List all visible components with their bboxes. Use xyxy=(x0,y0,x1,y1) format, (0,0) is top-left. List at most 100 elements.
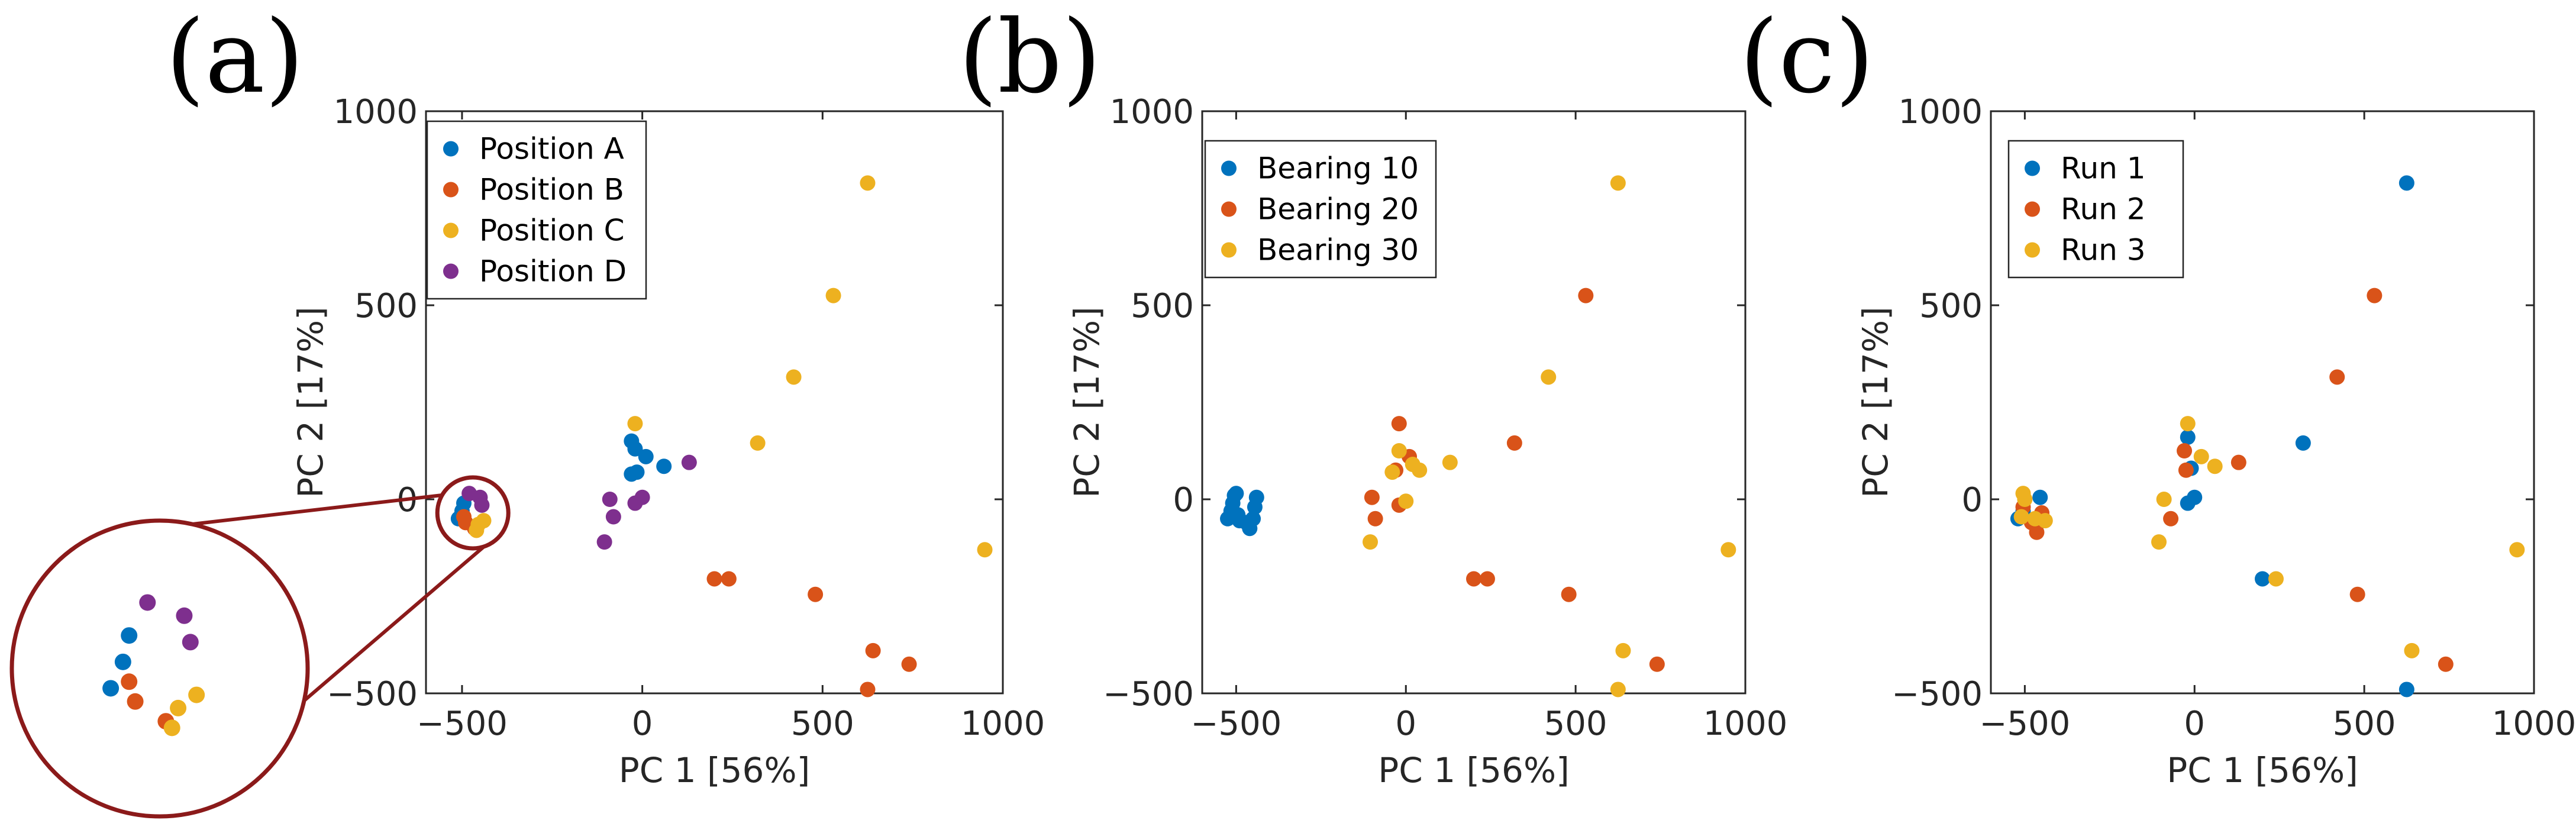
data-point xyxy=(2230,454,2246,470)
data-point xyxy=(2329,369,2345,385)
y-tick-label: 1000 xyxy=(1109,93,1194,131)
panel-label-b: (b) xyxy=(958,0,1101,116)
legend-label: Position A xyxy=(479,132,624,166)
data-point xyxy=(627,416,643,432)
data-point xyxy=(681,454,697,470)
x-axis-title: PC 1 [56%] xyxy=(1378,750,1569,790)
data-point xyxy=(656,458,672,474)
zoom-inset xyxy=(9,475,511,819)
data-point xyxy=(634,489,650,505)
data-point xyxy=(1412,462,1428,478)
data-point xyxy=(1610,175,1626,191)
legend: Bearing 10 Bearing 20 Bearing 30 xyxy=(1204,140,1437,279)
zoom-inset-circle xyxy=(9,518,310,819)
zoom-source-circle xyxy=(435,475,511,551)
zoom-data-point xyxy=(182,634,199,651)
data-point xyxy=(1442,454,1458,470)
data-point xyxy=(638,448,654,464)
legend-label: Position C xyxy=(479,214,624,248)
data-point xyxy=(1506,435,1522,451)
legend-label: Bearing 10 xyxy=(1257,151,1419,186)
series-position-d xyxy=(461,454,697,550)
legend-label: Bearing 30 xyxy=(1257,233,1419,267)
data-point xyxy=(865,642,881,658)
data-point xyxy=(1541,369,1557,385)
zoom-data-point xyxy=(102,680,120,697)
x-axis-title: PC 1 [56%] xyxy=(2167,750,2358,790)
legend-marker xyxy=(1221,201,1237,217)
legend-marker xyxy=(1221,160,1237,176)
data-point xyxy=(476,513,492,529)
zoom-data-point xyxy=(121,673,138,690)
data-point xyxy=(2029,524,2045,540)
y-tick-label: 500 xyxy=(1131,287,1194,325)
zoom-data-point xyxy=(163,719,180,737)
legend-marker xyxy=(1221,242,1237,258)
data-point xyxy=(2207,458,2223,474)
data-point xyxy=(2295,435,2311,451)
x-tick-label: −500 xyxy=(1979,705,2070,743)
legend-label: Position B xyxy=(479,173,624,207)
legend-marker xyxy=(443,182,459,198)
legend-label: Position D xyxy=(479,254,627,289)
zoom-data-point xyxy=(127,693,144,710)
y-tick-label: 1000 xyxy=(1898,93,1983,131)
axes-frame xyxy=(1201,110,1747,695)
data-point xyxy=(1649,656,1665,672)
y-tick-label: 0 xyxy=(1173,481,1194,519)
data-point xyxy=(1561,586,1577,602)
data-point xyxy=(1245,511,1261,527)
data-point xyxy=(1384,464,1400,480)
data-point xyxy=(624,466,640,482)
x-tick-label: 500 xyxy=(1544,705,1607,743)
legend-marker xyxy=(2025,160,2040,176)
y-axis-title: PC 2 [17%] xyxy=(1067,306,1107,498)
legend: Run 1 Run 2 Run 3 xyxy=(2007,140,2184,279)
x-tick-label: 1000 xyxy=(2492,705,2576,743)
data-point xyxy=(977,542,993,558)
data-point xyxy=(2367,288,2383,303)
data-point xyxy=(808,586,824,602)
legend-label: Bearing 20 xyxy=(1257,192,1419,227)
series-run-3 xyxy=(2013,416,2525,658)
y-tick-label: 0 xyxy=(1961,481,1983,519)
x-tick-label: 500 xyxy=(2333,705,2396,743)
y-tick-label: 500 xyxy=(1919,287,1983,325)
x-tick-label: −500 xyxy=(1190,705,1281,743)
x-tick-label: −500 xyxy=(417,705,508,743)
zoom-data-point xyxy=(188,686,205,703)
data-point xyxy=(1367,511,1383,527)
zoom-data-point xyxy=(176,607,193,624)
data-point xyxy=(602,492,618,507)
y-tick-label: 500 xyxy=(354,287,418,325)
legend-label: Run 2 xyxy=(2061,192,2146,227)
data-point xyxy=(1391,416,1407,432)
data-point xyxy=(2156,492,2172,507)
x-tick-label: 500 xyxy=(791,705,854,743)
data-point xyxy=(596,534,612,550)
data-point xyxy=(1228,486,1244,502)
series-bearing-10 xyxy=(1220,486,1264,537)
series-position-b xyxy=(456,509,917,697)
data-point xyxy=(2438,656,2454,672)
data-point xyxy=(1610,682,1626,697)
zoom-data-point xyxy=(121,627,138,644)
y-axis-title: PC 2 [17%] xyxy=(1855,306,1896,498)
data-point xyxy=(1720,542,1736,558)
zoom-connector-line xyxy=(192,493,443,526)
data-point xyxy=(1466,571,1481,587)
series-bearing-30 xyxy=(1363,175,1736,697)
scatter-panel-3: −500 0 500 1000 −500 0 500 1000 PC 1 [56%] PC 2 [… xyxy=(1855,93,2576,790)
data-point xyxy=(2180,416,2196,432)
legend-marker xyxy=(2025,201,2040,217)
data-point xyxy=(1578,288,1594,303)
legend-marker xyxy=(443,263,459,279)
data-point xyxy=(605,509,621,525)
x-tick-label: 0 xyxy=(632,705,653,743)
legend-label: Run 1 xyxy=(2061,151,2146,186)
legend-marker xyxy=(443,222,459,238)
legend: Position A Position B Position C Position D xyxy=(426,120,647,300)
series-run-2 xyxy=(2015,288,2454,672)
zoom-data-point xyxy=(114,653,131,670)
